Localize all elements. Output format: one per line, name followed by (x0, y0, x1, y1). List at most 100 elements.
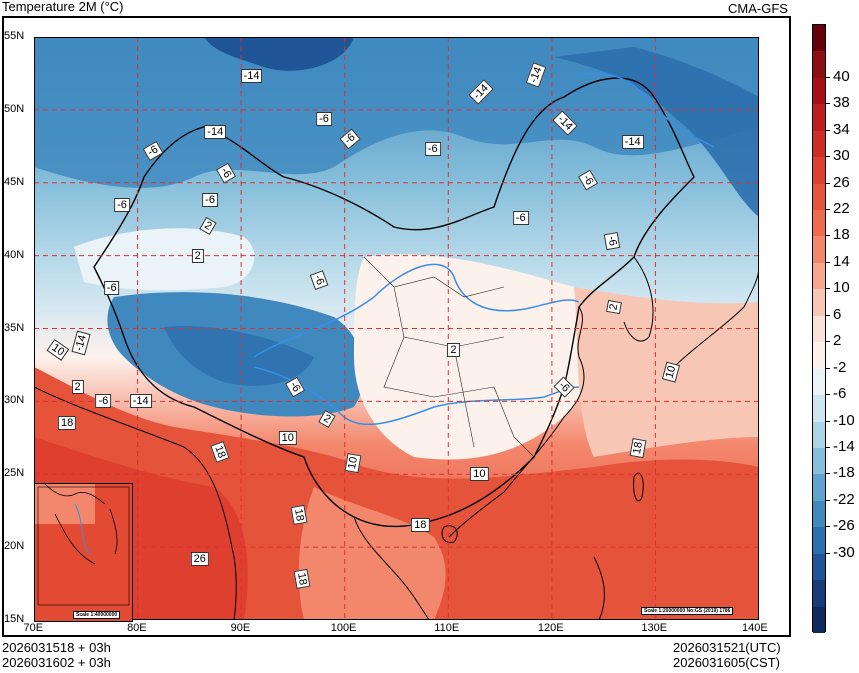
colorbar-segment (813, 77, 825, 105)
colorbar-tick (826, 341, 830, 343)
coastline-taiwan (633, 472, 644, 502)
contour-label: -6 (95, 394, 112, 409)
colorbar-label: -6 (833, 385, 847, 403)
field-east-china (354, 254, 589, 460)
colorbar-label: -2 (833, 358, 847, 376)
field-cold-north (34, 37, 759, 188)
province-borders (363, 256, 535, 458)
colorbar-label: 38 (833, 94, 850, 112)
contour-label: 18 (629, 437, 647, 459)
colorbar-segment (813, 553, 825, 581)
colorbar-tick (826, 526, 830, 528)
contour-label: 10 (344, 452, 362, 473)
lon-label: 130E (641, 622, 668, 634)
coastline-korea (623, 256, 654, 342)
lon-label: 80E (127, 622, 147, 634)
lon-label: 140E (742, 622, 768, 634)
coastline-hainan (441, 525, 458, 544)
field-tarim (74, 228, 255, 291)
amur-river (573, 72, 715, 148)
colorbar-tick (826, 552, 830, 554)
colorbar-label: -26 (833, 517, 855, 535)
colorbar-tick (826, 129, 830, 131)
coastline-india (34, 386, 237, 620)
colorbar-tick (826, 156, 830, 158)
colorbar-tick (826, 394, 830, 396)
init-time-alt: 2026031602 + 03h (2, 655, 111, 670)
colorbar-label: 30 (833, 147, 850, 165)
colorbar-segment (813, 183, 825, 211)
colorbar-label: 34 (833, 120, 850, 138)
contour-label: -6 (316, 111, 332, 126)
field-very-cold (204, 37, 354, 71)
contour-label: 2 (606, 299, 622, 314)
lon-label: 100E (330, 622, 357, 634)
colorbar-label: 26 (833, 173, 850, 191)
colorbar-label: -14 (833, 437, 855, 455)
contour-label: -14 (204, 124, 227, 139)
field-very-cold-ne (554, 47, 759, 217)
colorbar-segment (813, 395, 825, 422)
lon-label: 70E (23, 622, 44, 634)
contour-label: 10 (470, 467, 489, 482)
lat-label: 20N (4, 540, 25, 553)
contour-label: 2 (191, 248, 204, 263)
coastline-philippines (593, 556, 605, 620)
colorbar-segment (813, 236, 825, 264)
colorbar-label: 2 (833, 332, 842, 350)
south-china-sea-inset: Scale 1:40000000 (34, 483, 133, 622)
contour-label: -6 (202, 193, 218, 208)
lon-label: 110E (434, 622, 460, 634)
colorbar-tick (826, 209, 830, 211)
contour-label: 2 (71, 379, 84, 394)
coastline-indochina (353, 516, 430, 620)
contour-label: 10 (278, 430, 297, 445)
model-name: CMA-GFS (728, 1, 788, 16)
lon-label: 120E (537, 622, 564, 634)
lat-label: 25N (4, 467, 25, 480)
lon-label: 90E (230, 622, 251, 634)
colorbar-segment (813, 130, 825, 158)
colorbar-segment (813, 580, 825, 608)
field-indochina (298, 487, 446, 620)
colorbar-label: 6 (833, 305, 842, 323)
colorbar-label: -10 (833, 411, 855, 429)
lat-label: 30N (4, 394, 25, 407)
colorbar-segment (813, 368, 825, 396)
colorbar-tick (826, 288, 830, 290)
lat-label: 15N (4, 613, 25, 625)
temperature-map (34, 37, 759, 620)
colorbar-label: -18 (833, 464, 855, 482)
yellow-river (253, 263, 580, 358)
colorbar-tick (826, 235, 830, 237)
colorbar-segment (813, 104, 825, 132)
contour-label: 18 (58, 416, 77, 431)
colorbar-segment (813, 25, 825, 52)
colorbar-label: 22 (833, 200, 850, 218)
inset-scale-label: Scale 1:40000000 (73, 611, 121, 619)
lat-label: 50N (4, 102, 25, 115)
colorbar-segment (813, 262, 825, 290)
colorbar-tick (826, 473, 830, 475)
colorbar-segment (813, 527, 825, 555)
colorbar-segment (813, 51, 825, 79)
colorbar-segment (813, 210, 825, 237)
contour-label: -14 (129, 394, 152, 409)
contour-label: 2 (447, 343, 460, 358)
chart-title: Temperature 2M (°C) (2, 0, 124, 14)
colorbar-tick (826, 314, 830, 316)
colorbar-segment (813, 500, 825, 528)
contour-label: -6 (103, 280, 120, 295)
colorbar-tick (826, 446, 830, 448)
colorbar-label: 40 (833, 67, 850, 85)
inset-map (35, 484, 132, 621)
colorbar-segment (813, 342, 825, 370)
lat-label: 45N (4, 175, 25, 188)
colorbar-tick (826, 103, 830, 105)
colorbar-tick (826, 420, 830, 422)
colorbar-tick (826, 182, 830, 184)
yangtze-river (253, 366, 580, 426)
valid-time-cst: 2026031605(CST) (673, 655, 780, 670)
colorbar-segment (813, 421, 825, 449)
lat-label: 55N (4, 30, 25, 42)
